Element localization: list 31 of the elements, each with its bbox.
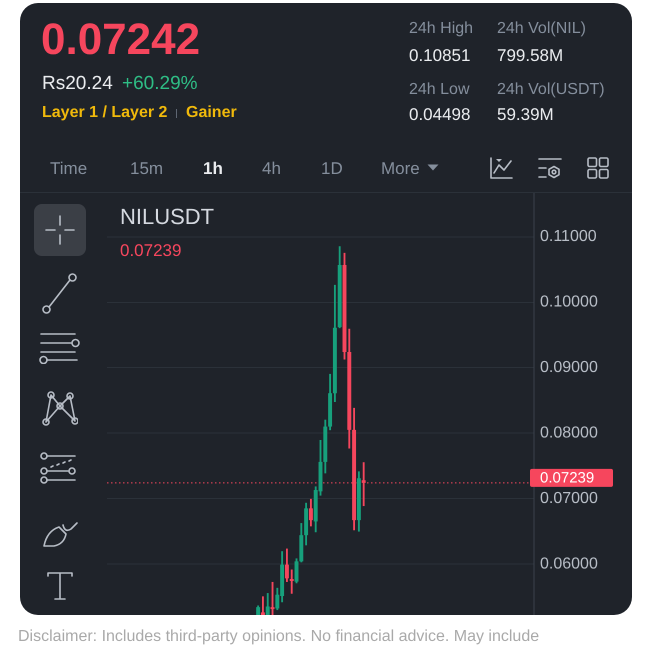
- text: 0.04498: [409, 104, 470, 124]
- y-tick-label: 0.08000: [540, 424, 598, 442]
- text: NILUSDT: [120, 204, 214, 229]
- text: +60.29%: [122, 72, 198, 94]
- y-tick-label: 0.09000: [540, 359, 598, 376]
- y-tick-label: 0.07000: [540, 490, 598, 507]
- text: Layer 1 / Layer 2: [42, 104, 168, 121]
- text: More: [381, 158, 420, 178]
- text: 24h Vol(NIL): [497, 20, 586, 37]
- text: Rs20.24: [42, 72, 113, 94]
- candlestick: [260, 596, 265, 615]
- text: 15m: [130, 158, 164, 178]
- y-tick-label: 0.06000: [540, 555, 598, 572]
- y-tick-label: 0.11000: [540, 228, 597, 246]
- text: 24h Low: [409, 81, 470, 98]
- text: Time: [50, 158, 88, 178]
- ref-line-label: 0.07239: [540, 470, 594, 487]
- text: 0.07239: [120, 240, 182, 260]
- candlestick: [270, 582, 274, 615]
- text: 799.58M: [497, 46, 564, 64]
- text: 0.07242: [41, 15, 200, 64]
- text: 1D: [321, 158, 343, 178]
- text: 4h: [262, 158, 281, 178]
- text: Disclaimer: Includes third-party opinions. No financial advice. May include: [18, 628, 540, 645]
- text: 0.10851: [409, 46, 470, 64]
- text: Gainer: [186, 104, 237, 121]
- text: 24h Vol(USDT): [497, 81, 605, 98]
- text: 59.39M: [497, 104, 554, 124]
- text: 1h: [203, 158, 223, 178]
- text: 24h High: [409, 20, 474, 37]
- y-tick-label: 0.10000: [540, 294, 598, 311]
